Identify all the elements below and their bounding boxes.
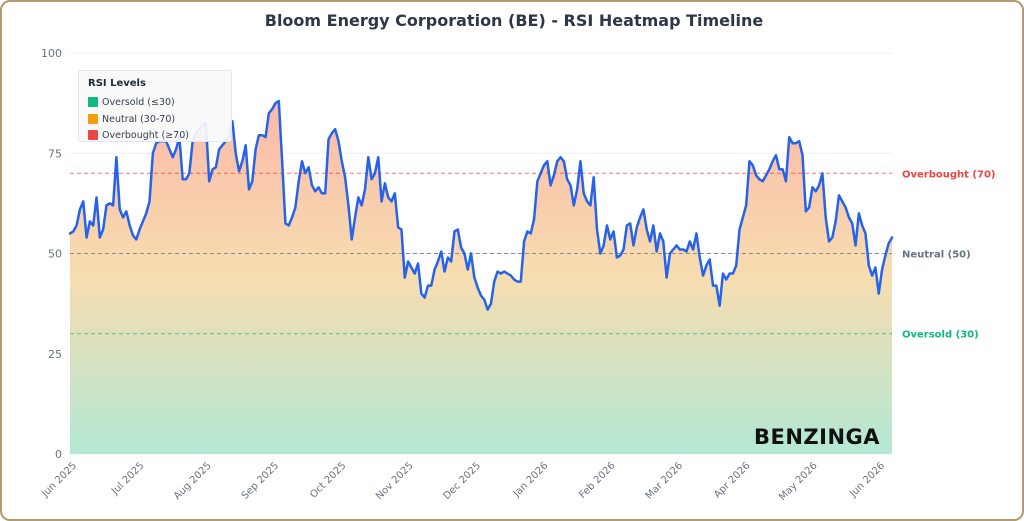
rsi-area-fill: [70, 101, 892, 455]
x-tick-label: Aug 2025: [172, 460, 214, 502]
legend-label-overbought: Overbought (≥70): [102, 129, 189, 141]
legend-item-overbought: Overbought (≥70): [88, 129, 189, 141]
y-tick-label: 25: [48, 348, 62, 361]
y-tick-label: 75: [48, 147, 62, 160]
rsi-series-line: [68, 99, 894, 311]
x-tick-label: Feb 2026: [577, 460, 618, 501]
reference-line-label: Neutral (50): [902, 250, 971, 261]
x-tick-label: Dec 2025: [441, 460, 483, 502]
legend-item-neutral: Neutral (30-70): [88, 113, 175, 125]
legend-label-oversold: Oversold (≤30): [102, 96, 175, 108]
reference-line-label: Oversold (30): [902, 330, 979, 341]
legend-label-neutral: Neutral (30-70): [102, 113, 176, 125]
reference-line-label: Overbought (70): [902, 169, 995, 180]
chart-title: Bloom Energy Corporation (BE) - RSI Heat…: [265, 11, 764, 30]
benzinga-logo: BENZINGA: [754, 425, 881, 449]
x-tick-label: May 2026: [777, 460, 820, 503]
legend-title: RSI Levels: [88, 78, 146, 89]
chart-legend: RSI Levels Oversold (≤30) Neutral (30-70…: [78, 70, 232, 142]
x-tick-label: Jul 2025: [109, 460, 146, 497]
legend-item-oversold: Oversold (≤30): [88, 96, 175, 108]
legend-swatch-overbought: [88, 130, 98, 140]
x-tick-label: Jan 2026: [511, 460, 551, 500]
legend-swatch-oversold: [88, 97, 98, 107]
x-tick-label: Apr 2026: [712, 460, 752, 500]
x-tick-label: Sep 2025: [240, 460, 281, 501]
x-tick-label: Mar 2026: [644, 460, 685, 501]
x-tick-label: Nov 2025: [374, 460, 416, 502]
y-tick-label: 0: [55, 448, 62, 461]
x-tick-label: Oct 2025: [308, 460, 348, 500]
y-tick-label: 50: [48, 248, 62, 261]
x-tick-label: Jun 2026: [847, 460, 887, 500]
x-tick-label: Jun 2025: [39, 460, 79, 500]
y-tick-label: 100: [41, 47, 62, 60]
legend-swatch-neutral: [88, 114, 98, 124]
